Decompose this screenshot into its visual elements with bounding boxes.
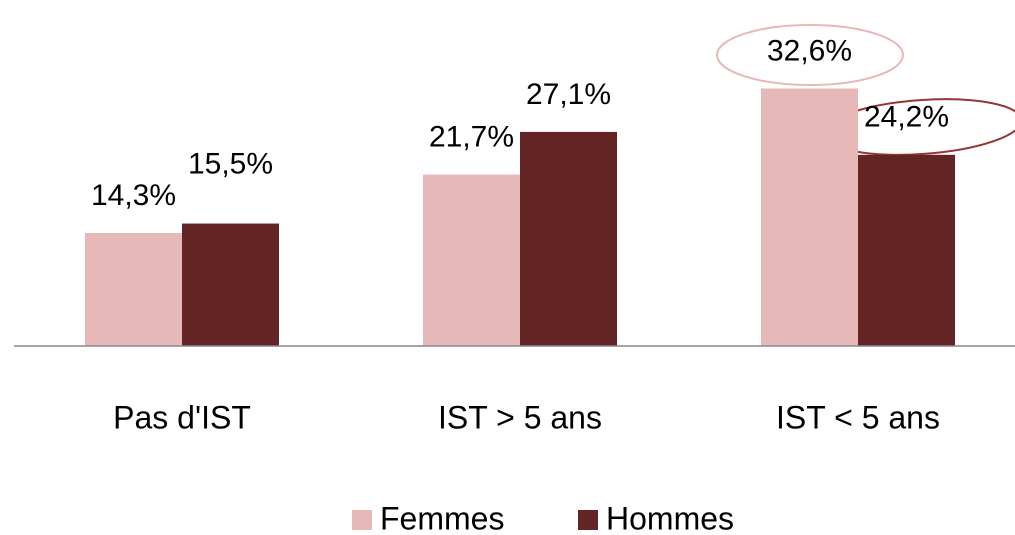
legend-label: Femmes	[380, 500, 504, 535]
bar	[761, 88, 858, 347]
value-label: 15,5%	[188, 147, 273, 180]
legend-swatch	[352, 510, 372, 530]
bar	[858, 154, 955, 346]
bar	[520, 131, 617, 346]
x-tick-label: IST > 5 ans	[438, 399, 602, 435]
value-label: 21,7%	[429, 120, 514, 153]
value-label: 24,2%	[864, 101, 949, 134]
value-label: 32,6%	[767, 34, 852, 67]
bar	[182, 223, 279, 346]
value-label: 14,3%	[91, 179, 176, 212]
legend-label: Hommes	[606, 500, 734, 535]
highlight-ellipse	[716, 24, 904, 86]
bar	[85, 233, 182, 346]
legend-swatch	[578, 510, 598, 530]
x-tick-label: IST < 5 ans	[776, 399, 940, 435]
value-label: 27,1%	[526, 78, 611, 111]
bar	[423, 174, 520, 346]
x-tick-label: Pas d'IST	[113, 399, 251, 435]
